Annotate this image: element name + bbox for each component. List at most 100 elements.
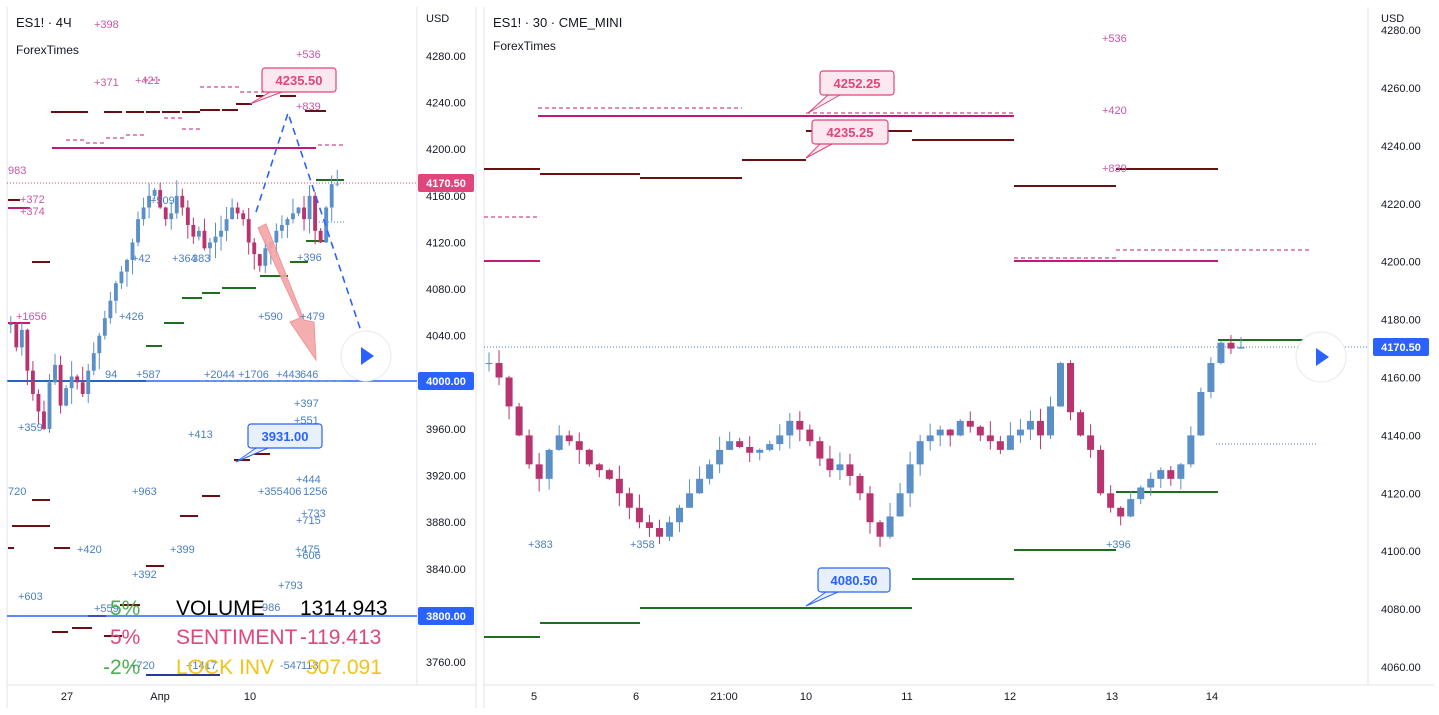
candle-body <box>279 224 284 231</box>
price-tags: 4170.50 4000.00 3800.00 4170.50 <box>418 174 1429 625</box>
callout-label: 3931.00 <box>262 429 309 444</box>
right-annotation-label: +396 <box>1106 539 1131 551</box>
candle-body <box>36 393 41 412</box>
left-level-price-tag: 4000.00 <box>418 372 474 390</box>
right-plot-area[interactable] <box>484 7 1368 685</box>
callout-4252-25: 4252.25 <box>807 70 895 114</box>
left-annotation-label: +1656 <box>16 311 47 323</box>
left-annotation-label: +963 <box>132 486 157 498</box>
candle-body <box>291 213 295 220</box>
left-chart-source: ForexTimes <box>16 43 79 57</box>
candle-body <box>836 464 844 471</box>
legend-volume-label: VOLUME <box>176 597 265 620</box>
right-price-axis[interactable]: 4280.00 4260.00 4240.00 4220.00 4200.00 4180.… <box>1381 25 1421 674</box>
candle-body <box>706 464 714 479</box>
candle-body <box>676 507 684 523</box>
left-price-axis[interactable]: 4280.00 4240.00 4200.00 4160.00 4120.00 4080.… <box>426 51 466 669</box>
candle-body <box>786 420 794 436</box>
right-replay-button[interactable] <box>1295 331 1347 383</box>
right-chart-source: ForexTimes <box>493 39 556 53</box>
candle-body <box>64 388 69 406</box>
candle-body <box>776 435 784 445</box>
play-icon <box>361 347 374 365</box>
price-tag-bg <box>1373 338 1429 356</box>
legend-row-lock-inv: -2% LOCK INV 307.091 <box>103 656 382 679</box>
candle-body <box>655 528 663 537</box>
left-x-tick: 27 <box>61 691 73 703</box>
left-annotation-label: +359 <box>18 422 43 434</box>
candle-body <box>555 435 563 450</box>
callout-box <box>819 70 895 96</box>
legend-row-volume: 5% VOLUME 1314.943 <box>110 597 388 620</box>
candle-body <box>302 207 306 220</box>
left-annotation-label: +421 <box>135 75 160 87</box>
price-callouts: 4235.50 3931.00 4252.25 4235.25 4080.50 <box>235 67 895 607</box>
right-current-price-tag: 4170.50 <box>1373 338 1429 356</box>
right-y-tick: 4240.00 <box>1381 141 1421 153</box>
left-annotation-label: +603 <box>18 591 43 603</box>
right-currency-label: USD <box>1381 13 1404 25</box>
candle-body <box>235 207 240 214</box>
left-annotation-label: +720 <box>130 660 155 672</box>
right-y-tick: 4180.00 <box>1381 315 1421 327</box>
left-time-axis[interactable]: 27 Апр 10 <box>61 691 256 703</box>
left-annotation-label: +413 <box>188 429 213 441</box>
left-y-tick: 4080.00 <box>426 284 466 296</box>
candle-body <box>141 207 146 220</box>
candle-body <box>208 242 212 249</box>
candle-body <box>996 441 1004 450</box>
callout-4235-50: 4235.50 <box>249 67 337 105</box>
candle-body <box>1026 420 1034 430</box>
candle-body <box>796 420 804 430</box>
left-annotation-label: +396 <box>297 252 322 264</box>
candle-body <box>335 183 340 185</box>
legend-volume-pct: 5% <box>110 597 140 620</box>
left-annotation-label: +426 <box>119 311 144 323</box>
candle-body <box>230 207 235 220</box>
callout-4235-25: 4235.25 <box>805 119 889 159</box>
candle-body <box>329 184 334 208</box>
candle-body <box>285 219 290 225</box>
candle-body <box>246 219 251 243</box>
candle-body <box>766 444 774 450</box>
left-annotation-label: +372 <box>20 194 45 206</box>
candle-body <box>1087 435 1095 450</box>
callout-4080-50: 4080.50 <box>805 567 891 607</box>
play-icon <box>1316 348 1329 366</box>
right-x-tick: 13 <box>1106 691 1118 703</box>
candle-body <box>1016 429 1024 436</box>
candle-body <box>1046 406 1054 436</box>
left-annotation-label: +392 <box>132 569 157 581</box>
candle-body <box>1107 493 1115 508</box>
candle-body <box>152 190 157 196</box>
candle-body <box>1237 347 1245 349</box>
candle-body <box>241 213 246 220</box>
candle-body <box>736 441 744 447</box>
candle-body <box>886 516 894 537</box>
indicator-legend: 5% VOLUME 1314.943 5% SENTIMENT -119.413… <box>103 597 388 679</box>
candle-body <box>58 364 63 406</box>
callout-3931-00: 3931.00 <box>235 423 323 463</box>
right-candlesticks <box>485 335 1245 547</box>
price-tag-label: 4170.50 <box>1381 342 1421 354</box>
left-replay-button[interactable] <box>340 330 392 382</box>
candle-body <box>726 441 734 450</box>
left-y-tick: 3760.00 <box>426 657 466 669</box>
callout-box <box>817 567 891 593</box>
candle-body <box>866 493 874 523</box>
left-annotation-label: +733 <box>301 508 326 520</box>
candle-body <box>605 470 613 479</box>
left-annotation-label: +364 <box>172 253 197 265</box>
candle-body <box>1207 363 1215 392</box>
candle-body <box>585 449 593 465</box>
candle-body <box>30 370 35 394</box>
left-candlesticks <box>8 169 340 433</box>
candle-body <box>926 435 934 442</box>
candle-body <box>224 219 229 231</box>
left-y-tick: 3920.00 <box>426 471 466 483</box>
right-time-axis[interactable]: 5 6 21:00 10 11 12 13 14 <box>531 691 1218 703</box>
left-annotation-label: +374 <box>20 206 45 218</box>
candle-body <box>97 335 102 354</box>
price-tag-bg <box>418 372 474 390</box>
candle-body <box>108 300 113 319</box>
